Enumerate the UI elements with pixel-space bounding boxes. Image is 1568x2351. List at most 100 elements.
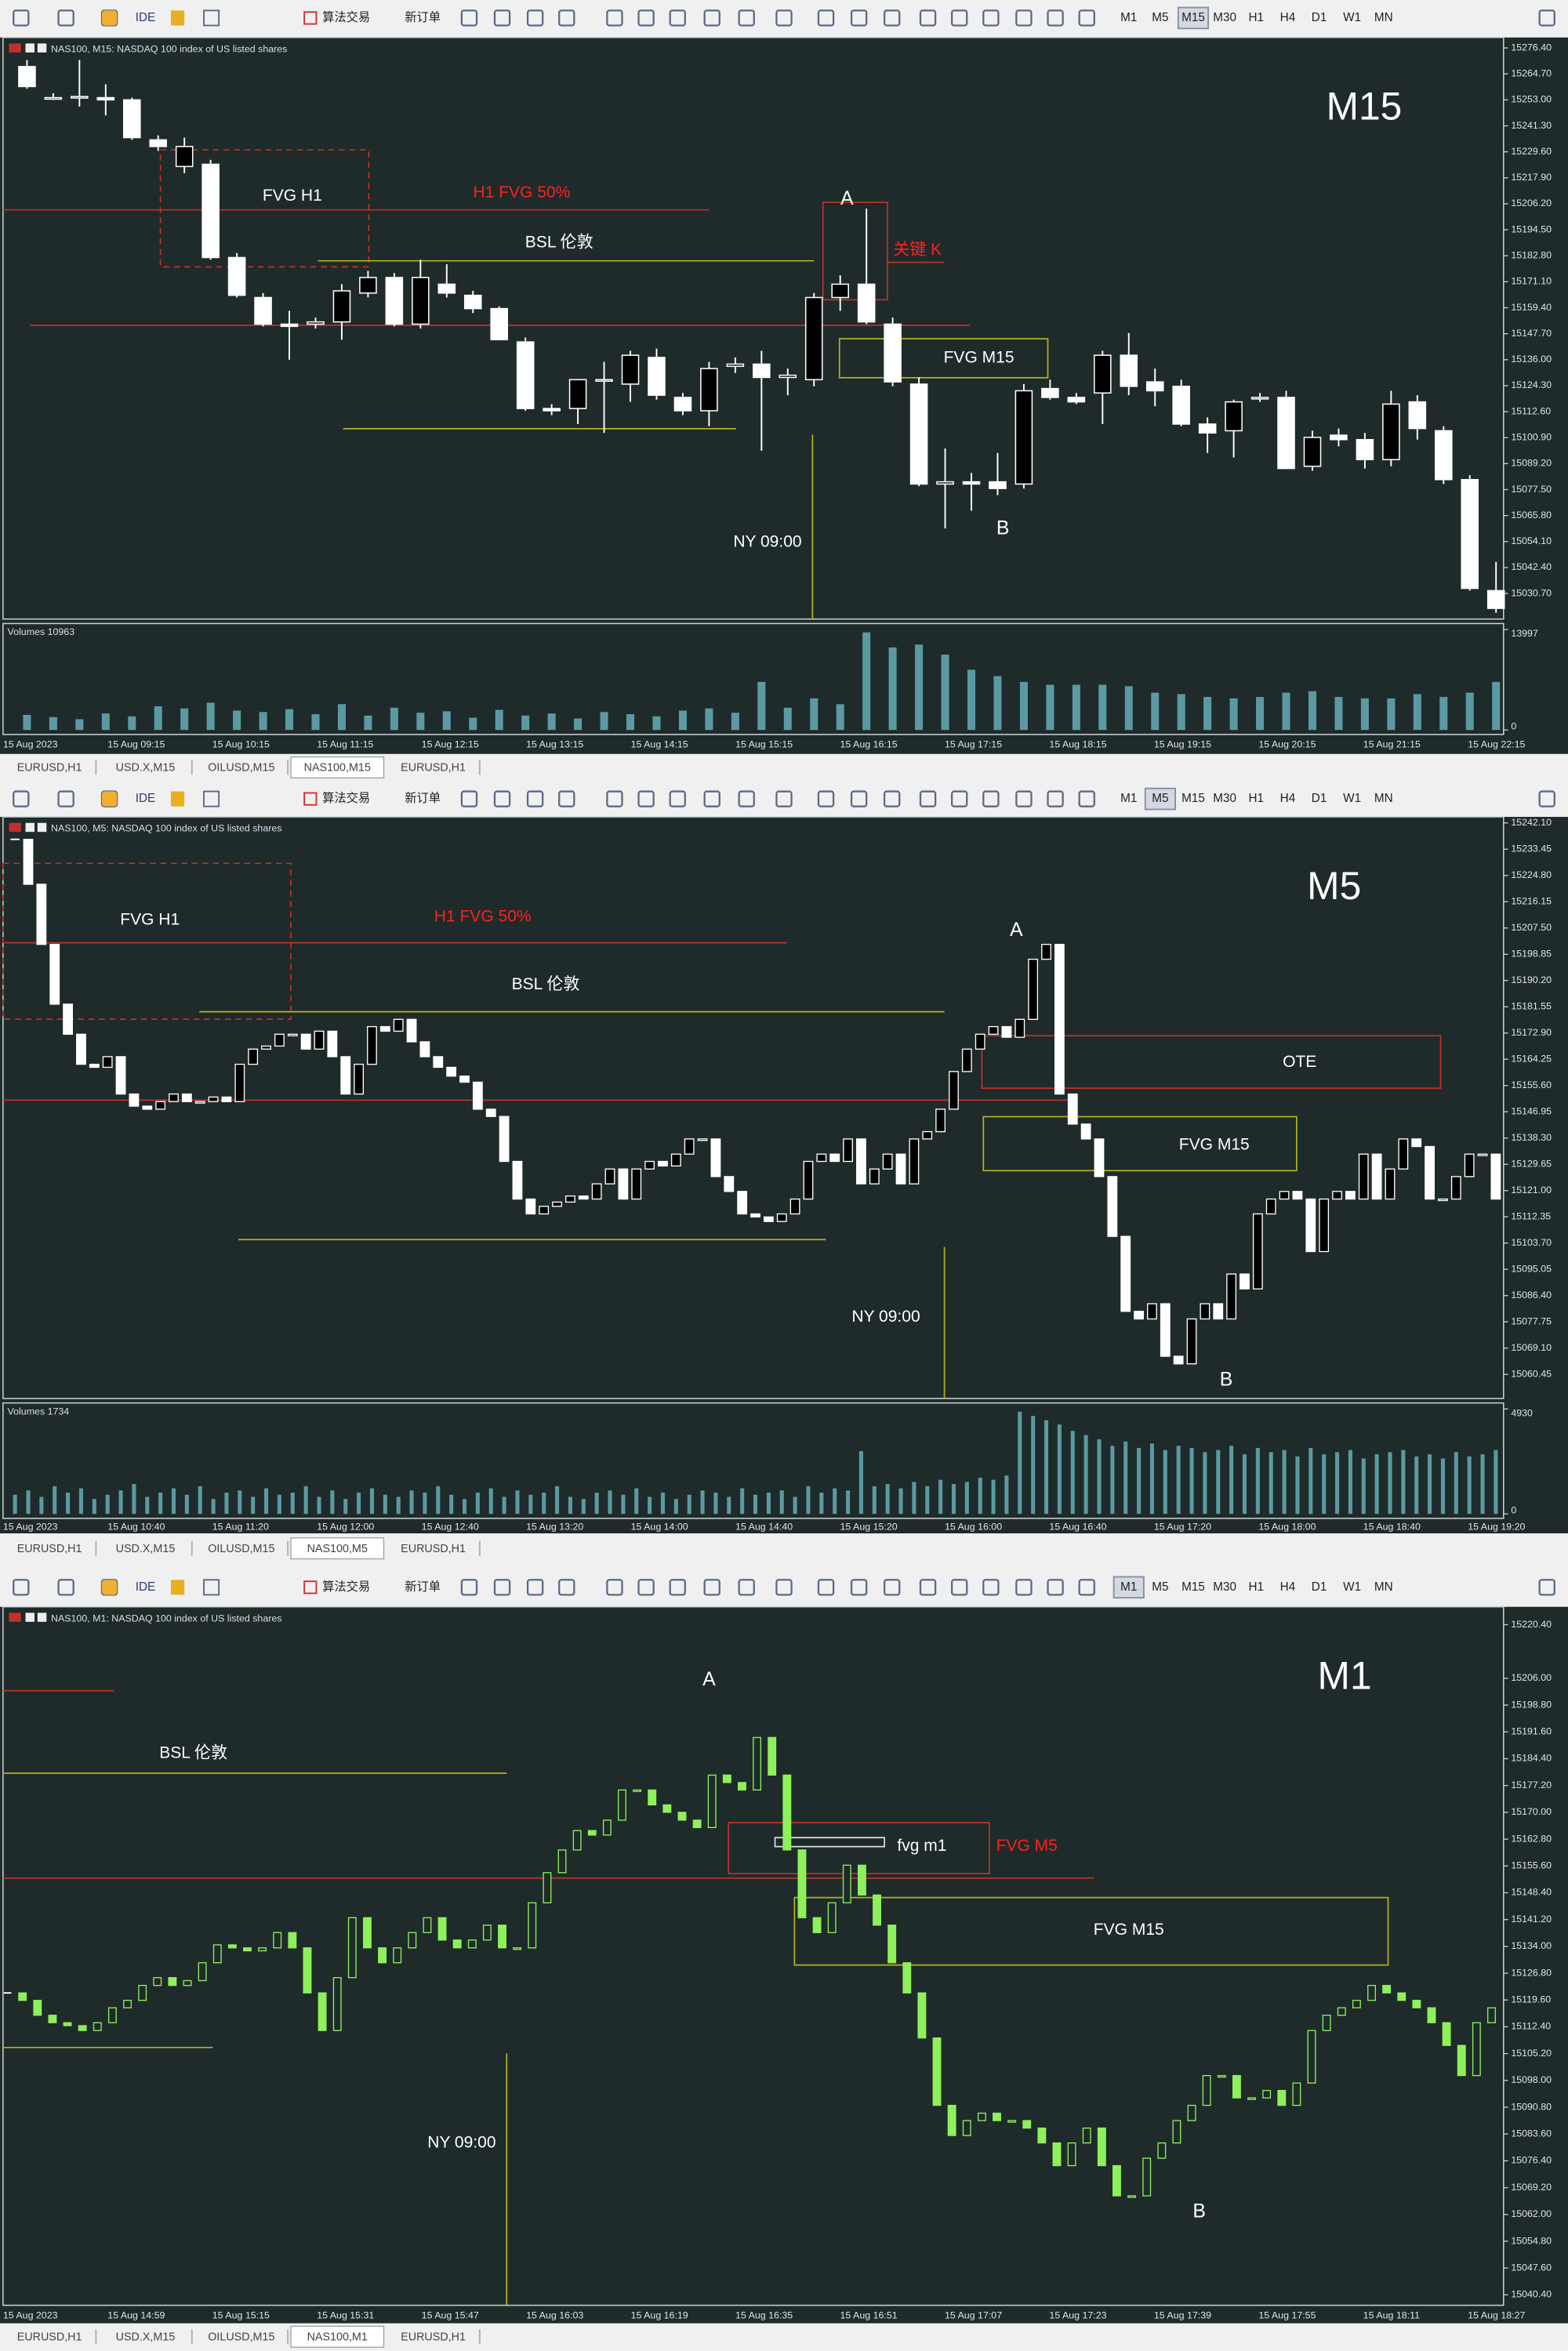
toolbar-icon[interactable]	[817, 1579, 835, 1596]
toolbar-icon[interactable]	[1015, 9, 1033, 27]
timeframe-button[interactable]: D1	[1312, 1580, 1327, 1594]
toolbar-icon[interactable]	[775, 9, 793, 27]
toolbar-button[interactable]: 算法交易	[322, 1580, 370, 1594]
toolbar-icon[interactable]	[850, 790, 868, 807]
toolbar-icon[interactable]	[738, 790, 755, 807]
toolbar-icon[interactable]	[102, 10, 118, 26]
toolbar-icon[interactable]	[558, 1579, 575, 1596]
timeframe-button[interactable]: M15	[1181, 1580, 1205, 1594]
toolbar-icon[interactable]	[13, 9, 30, 27]
toolbar-button[interactable]: IDE	[136, 11, 155, 24]
timeframe-button[interactable]: H1	[1249, 1580, 1265, 1594]
toolbar-icon[interactable]	[57, 1579, 74, 1596]
timeframe-button[interactable]: H1	[1249, 792, 1265, 805]
toolbar-icon[interactable]	[850, 9, 868, 27]
tab[interactable]: EURUSD,H1	[17, 2331, 82, 2344]
timeframe-button[interactable]: W1	[1343, 1580, 1361, 1594]
timeframe-button[interactable]: H1	[1249, 11, 1265, 24]
tab[interactable]: NAS100,M15	[304, 762, 371, 775]
timeframe-button[interactable]: H4	[1280, 11, 1296, 24]
toolbar-button[interactable]: 新订单	[405, 1580, 441, 1594]
timeframe-button[interactable]: MN	[1374, 792, 1393, 805]
timeframe-button[interactable]: M15	[1181, 792, 1205, 805]
toolbar-icon[interactable]	[460, 790, 478, 807]
toolbar-icon[interactable]	[883, 9, 901, 27]
active-timeframe[interactable]	[1144, 787, 1176, 811]
toolbar-icon[interactable]	[102, 1580, 118, 1595]
tab[interactable]: EURUSD,H1	[17, 1543, 82, 1555]
toolbar-icon[interactable]	[1015, 1579, 1033, 1596]
toolbar-icon[interactable]	[919, 790, 937, 807]
timeframe-button[interactable]: M15	[1181, 11, 1205, 24]
active-timeframe[interactable]	[1177, 6, 1210, 30]
toolbar-icon[interactable]	[703, 9, 720, 27]
timeframe-button[interactable]: M1	[1120, 1580, 1137, 1594]
tab[interactable]: USD.X,M15	[116, 762, 176, 775]
tab[interactable]: NAS100,M1	[307, 2331, 368, 2344]
toolbar-icon[interactable]	[606, 790, 623, 807]
tab[interactable]: USD.X,M15	[116, 1543, 176, 1555]
toolbar-icon[interactable]	[203, 9, 220, 27]
toolbar-icon[interactable]	[1538, 1579, 1555, 1596]
tab[interactable]: OILUSD,M15	[208, 1543, 274, 1555]
active-tab[interactable]	[290, 1537, 385, 1560]
toolbar-icon[interactable]	[303, 792, 318, 806]
timeframe-button[interactable]: M30	[1213, 11, 1236, 24]
toolbar-icon[interactable]	[982, 9, 1000, 27]
toolbar-icon[interactable]	[950, 790, 968, 807]
toolbar-icon[interactable]	[1078, 9, 1095, 27]
timeframe-button[interactable]: D1	[1312, 792, 1327, 805]
toolbar-icon[interactable]	[1078, 790, 1095, 807]
tab[interactable]: EURUSD,H1	[401, 762, 466, 775]
toolbar-icon[interactable]	[817, 9, 835, 27]
toolbar-icon[interactable]	[738, 9, 755, 27]
timeframe-button[interactable]: M5	[1152, 792, 1168, 805]
toolbar-icon[interactable]	[526, 9, 544, 27]
active-tab[interactable]	[290, 756, 385, 779]
toolbar-icon[interactable]	[1047, 9, 1064, 27]
toolbar-icon[interactable]	[738, 1579, 755, 1596]
toolbar-icon[interactable]	[637, 790, 655, 807]
toolbar-icon[interactable]	[170, 1580, 185, 1595]
toolbar-button[interactable]: IDE	[136, 1580, 155, 1594]
toolbar-icon[interactable]	[203, 790, 220, 807]
toolbar-icon[interactable]	[669, 9, 686, 27]
toolbar-icon[interactable]	[637, 1579, 655, 1596]
toolbar-icon[interactable]	[850, 1579, 868, 1596]
toolbar-icon[interactable]	[303, 11, 318, 25]
toolbar-icon[interactable]	[57, 790, 74, 807]
toolbar-icon[interactable]	[1538, 9, 1555, 27]
toolbar-icon[interactable]	[775, 1579, 793, 1596]
toolbar-icon[interactable]	[919, 9, 937, 27]
toolbar-icon[interactable]	[919, 1579, 937, 1596]
tab[interactable]: USD.X,M15	[116, 2331, 176, 2344]
toolbar-icon[interactable]	[1047, 1579, 1064, 1596]
toolbar-icon[interactable]	[1047, 790, 1064, 807]
timeframe-button[interactable]: M30	[1213, 792, 1236, 805]
toolbar-icon[interactable]	[493, 790, 511, 807]
toolbar-icon[interactable]	[170, 791, 185, 807]
toolbar-icon[interactable]	[606, 9, 623, 27]
toolbar-icon[interactable]	[883, 1579, 901, 1596]
toolbar-button[interactable]: 算法交易	[322, 791, 370, 805]
toolbar-icon[interactable]	[1538, 790, 1555, 807]
toolbar-icon[interactable]	[883, 790, 901, 807]
timeframe-button[interactable]: MN	[1374, 1580, 1393, 1594]
toolbar-icon[interactable]	[703, 1579, 720, 1596]
toolbar-icon[interactable]	[950, 1579, 968, 1596]
toolbar-icon[interactable]	[170, 10, 185, 26]
toolbar-icon[interactable]	[950, 9, 968, 27]
toolbar-icon[interactable]	[982, 1579, 1000, 1596]
active-timeframe[interactable]	[1112, 1576, 1145, 1599]
timeframe-button[interactable]: M5	[1152, 11, 1168, 24]
toolbar-icon[interactable]	[1078, 1579, 1095, 1596]
toolbar-icon[interactable]	[203, 1579, 220, 1596]
toolbar-icon[interactable]	[102, 791, 118, 807]
timeframe-button[interactable]: M5	[1152, 1580, 1168, 1594]
timeframe-button[interactable]: M30	[1213, 1580, 1236, 1594]
toolbar-icon[interactable]	[493, 9, 511, 27]
toolbar-icon[interactable]	[13, 1579, 30, 1596]
timeframe-button[interactable]: H4	[1280, 1580, 1296, 1594]
toolbar-icon[interactable]	[558, 9, 575, 27]
toolbar-icon[interactable]	[493, 1579, 511, 1596]
